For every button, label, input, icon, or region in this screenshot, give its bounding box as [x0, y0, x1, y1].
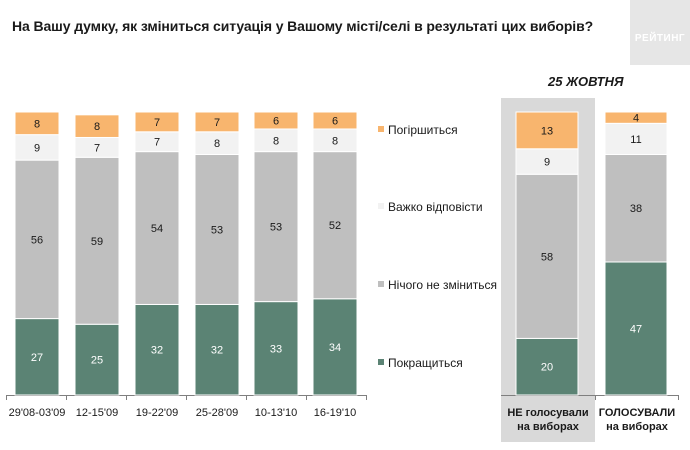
category-label-voted: ГОЛОСУВАЛИ на виборах [589, 406, 685, 434]
category-label: 29'08-03'09 [9, 407, 66, 419]
data-label: 9 [544, 157, 550, 169]
legend-swatch-worse [378, 125, 384, 132]
legend-label-hard-to-say: Важко відповісти [388, 199, 483, 214]
legend-item-worse: Погіршиться [378, 122, 503, 137]
legend-item-no-change: Нічого не зміниться [378, 277, 503, 292]
data-label: 13 [541, 125, 553, 137]
bar-segment-покращиться [515, 337, 579, 396]
category-label: 12-15'09 [76, 407, 118, 419]
category-label-line: ГОЛОСУВАЛИ [598, 407, 676, 419]
category-label: 10-13'10 [255, 407, 297, 419]
data-label: 11 [630, 134, 641, 146]
bar-segment-погіршиться [134, 111, 180, 133]
data-label: 7 [154, 117, 160, 129]
data-label: 38 [630, 203, 642, 215]
data-label: 27 [31, 352, 43, 364]
bar-segment-нічого-не-зміниться [604, 153, 668, 263]
chart-title: На Вашу думку, як зміниться ситуація у В… [12, 18, 594, 34]
data-label: 53 [270, 222, 282, 234]
legend-label-worse: Погіршиться [388, 122, 458, 137]
legend-label-no-change: Нічого не зміниться [388, 277, 498, 292]
data-label: 34 [329, 342, 341, 354]
data-label: 4 [633, 113, 639, 125]
data-label: 20 [541, 362, 553, 374]
comparison-title: 25 ЖОВТНЯ [548, 74, 624, 89]
category-label-not-voted: НЕ голосували на виборах [500, 406, 596, 434]
data-label: 53 [211, 224, 223, 236]
data-label: 7 [214, 117, 220, 129]
logo-text: РЕЙТИНГ [634, 33, 686, 44]
bar-segment-покращиться [604, 261, 668, 396]
legend-swatch-better [378, 358, 384, 365]
data-label: 7 [154, 137, 160, 149]
bar-segment-нічого-не-зміниться [134, 151, 180, 305]
bar-segment-погіршиться [194, 111, 240, 133]
data-label: 8 [273, 135, 279, 147]
category-label-line: на виборах [606, 421, 668, 433]
bar-segment-важко-відповісти [604, 122, 668, 155]
data-label: 25 [91, 355, 103, 367]
category-label: 19-22'09 [136, 407, 178, 419]
rating-logo: РЕЙТИНГ [630, 0, 690, 65]
category-label-line: на виборах [517, 421, 579, 433]
data-label: 8 [332, 135, 338, 147]
bar-segment-покращиться [194, 303, 240, 396]
data-label: 47 [630, 323, 642, 335]
data-label: 58 [541, 251, 553, 263]
bar-segment-погіршиться [253, 111, 299, 130]
data-label: 6 [273, 115, 279, 127]
legend-label-better: Покращиться [388, 355, 463, 370]
bar-segment-погіршиться [515, 111, 579, 150]
bar-segment-погіршиться [14, 111, 60, 136]
data-label: 6 [332, 115, 338, 127]
bar-segment-погіршиться [312, 111, 358, 130]
category-label: 25-28'09 [196, 407, 238, 419]
legend-item-hard-to-say: Важко відповісти [378, 199, 503, 214]
bar-segment-погіршиться [74, 114, 120, 138]
data-label: 32 [151, 345, 163, 357]
legend-item-better: Покращиться [378, 355, 503, 370]
data-label: 8 [94, 121, 100, 133]
category-label-line: НЕ голосували [507, 407, 589, 419]
data-label: 59 [91, 236, 103, 248]
bar-segment-покращиться [312, 298, 358, 396]
data-label: 54 [151, 223, 163, 235]
data-label: 32 [211, 345, 223, 357]
legend-swatch-hard-to-say [378, 202, 384, 209]
data-label: 52 [329, 220, 341, 232]
data-label: 7 [94, 142, 100, 154]
data-label: 33 [270, 343, 282, 355]
bar-segment-нічого-не-зміниться [74, 156, 120, 325]
bar-segment-покращиться [134, 303, 180, 396]
data-label: 8 [214, 138, 220, 150]
bar-segment-нічого-не-зміниться [253, 151, 299, 303]
bar-segment-погіршиться [604, 111, 668, 124]
bar-segment-нічого-не-зміниться [14, 159, 60, 320]
bar-segment-нічого-не-зміниться [515, 173, 579, 339]
data-label: 56 [31, 234, 43, 246]
legend-swatch-no-change [378, 280, 384, 287]
data-label: 8 [34, 118, 40, 130]
bar-segment-покращиться [253, 301, 299, 396]
bar-segment-покращиться [74, 323, 120, 396]
data-label: 9 [34, 142, 40, 154]
category-label: 16-19'10 [314, 407, 356, 419]
